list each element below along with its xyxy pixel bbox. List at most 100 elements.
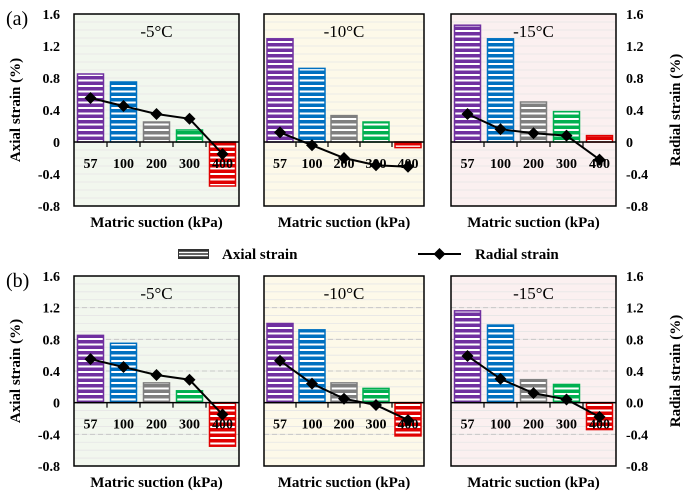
radial-strain-point-400 [593, 410, 606, 423]
axial-strain-bar-300 [362, 121, 390, 143]
category-label: 300 [179, 418, 200, 433]
radial-strain-point-57 [461, 108, 474, 120]
radial-strain-point-57 [84, 92, 97, 104]
radial-strain-point-400 [593, 153, 606, 166]
right-y-tick-label: 1.6 [626, 8, 644, 23]
plot-frame [73, 13, 240, 207]
panel-title: -5°C [140, 284, 172, 303]
category-label: 400 [589, 418, 610, 433]
radial-strain-point-400 [216, 148, 229, 160]
right-y-axis-label: Radial strain (%) [668, 54, 684, 167]
category-label: 300 [179, 157, 200, 172]
axial-strain-bar-400 [585, 134, 614, 143]
right-y-tick-label: 0.0 [626, 397, 644, 412]
right-y-tick-label: 0.8 [626, 72, 644, 87]
right-y-tick-label: 0.8 [626, 333, 644, 348]
left-y-axis-label: Axial strain (%) [8, 319, 24, 423]
category-label: 100 [302, 157, 323, 172]
legend: Axial strain Radial strain [178, 247, 559, 263]
plot-frame [263, 13, 425, 207]
radial-strain-point-200 [150, 368, 163, 381]
category-label: 200 [334, 157, 355, 172]
axial-strain-bar-300 [175, 390, 204, 404]
category-label: 57 [84, 418, 98, 433]
radial-strain-point-300 [183, 373, 196, 386]
left-y-tick-label: 0 [53, 136, 60, 151]
x-axis-label: Matric suction (kPa) [278, 215, 410, 231]
radial-strain-point-300 [560, 393, 573, 406]
left-y-tick-label: -0.4 [38, 168, 60, 183]
panel-title: -15°C [513, 284, 554, 303]
legend-radial-label: Radial strain [475, 247, 559, 263]
chart-row-b: (b) 1.6 1.2 0.8 0.4 0 -0.4 -0.8 1.6 1.2 0.8 0.4 0.0 -… [6, 270, 684, 491]
axial-strain-bar-200 [142, 121, 171, 143]
radial-strain-point-57 [274, 126, 286, 139]
radial-strain-point-100 [117, 100, 130, 112]
row-label: (a) [6, 8, 28, 30]
left-y-tick-label: 1.6 [43, 8, 61, 23]
category-label: 300 [366, 418, 387, 433]
left-y-tick-label: -0.8 [38, 460, 60, 475]
panel-title: -5°C [140, 22, 172, 41]
radial-strain-point-100 [494, 372, 507, 385]
axial-strain-bar-200 [142, 382, 171, 404]
left-y-tick-label: 1.6 [43, 270, 61, 285]
legend-axial-swatch [178, 249, 209, 259]
category-label: 300 [556, 157, 577, 172]
panel-title: -15°C [513, 22, 554, 41]
right-y-tick-label: 1.6 [626, 270, 644, 285]
category-label: 300 [556, 418, 577, 433]
radial-strain-point-57 [84, 353, 97, 366]
category-label: 57 [84, 157, 98, 172]
panel-5C: 57 100 200 300 400 -5°C Matric suction (kPa) [73, 275, 240, 491]
x-axis-label: Matric suction (kPa) [90, 215, 222, 231]
radial-strain-point-300 [370, 399, 382, 412]
left-y-tick-label: 1.2 [43, 40, 61, 55]
left-y-tick-label: 1.2 [43, 302, 61, 317]
category-label: 400 [212, 157, 233, 172]
right-y-tick-label: 0.4 [626, 104, 644, 119]
right-y-tick-label: 0.4 [626, 365, 644, 380]
right-y-tick-label: -0.4 [626, 168, 648, 183]
x-axis-label: Matric suction (kPa) [467, 215, 599, 231]
chart-row-a: (a) 1.6 1.2 0.8 0.4 0 -0.4 -0.8 1.6 1.2 0.8 0.4 0 -0.… [6, 8, 684, 231]
category-label: 57 [461, 418, 475, 433]
panel-title: -10°C [324, 284, 365, 303]
category-label: 400 [212, 418, 233, 433]
radial-strain-point-100 [494, 123, 507, 136]
x-axis-label: Matric suction (kPa) [278, 475, 410, 491]
left-y-axis-label: Axial strain (%) [8, 58, 24, 162]
axial-strain-bar-100 [298, 67, 326, 143]
left-y-tick-label: -0.4 [38, 428, 60, 443]
panel-5C: 57 100 200 300 400 -5°C Matric suction (kPa) [73, 13, 240, 231]
axial-strain-bar-57 [266, 38, 294, 143]
category-label: 100 [113, 418, 134, 433]
plot-frame [450, 13, 617, 207]
left-y-tick-label: 0 [53, 397, 60, 412]
plot-frame [73, 275, 240, 467]
axial-strain-bar-200 [330, 114, 358, 143]
axial-strain-bar-100 [298, 329, 326, 404]
radial-strain-point-200 [150, 108, 163, 120]
right-y-axis-label: Radial strain (%) [668, 315, 684, 428]
category-label: 200 [146, 157, 167, 172]
radial-strain-point-200 [527, 387, 540, 400]
radial-strain-point-400 [402, 414, 414, 427]
category-label: 100 [490, 157, 511, 172]
axial-strain-bar-57 [76, 334, 105, 404]
row-label: (b) [6, 270, 29, 292]
radial-strain-point-400 [216, 408, 229, 421]
radial-strain-point-100 [117, 361, 130, 374]
right-y-tick-label: 0 [626, 136, 633, 151]
left-y-tick-label: 0.8 [43, 72, 61, 87]
panel-title: -10°C [324, 22, 365, 41]
x-axis-label: Matric suction (kPa) [90, 475, 222, 491]
radial-strain-point-400 [402, 160, 414, 173]
x-axis-label: Matric suction (kPa) [467, 475, 599, 491]
right-y-tick-label: -0.8 [626, 200, 648, 215]
category-label: 100 [113, 157, 134, 172]
left-y-tick-label: 0.4 [43, 365, 61, 380]
legend-radial-marker [433, 248, 446, 260]
